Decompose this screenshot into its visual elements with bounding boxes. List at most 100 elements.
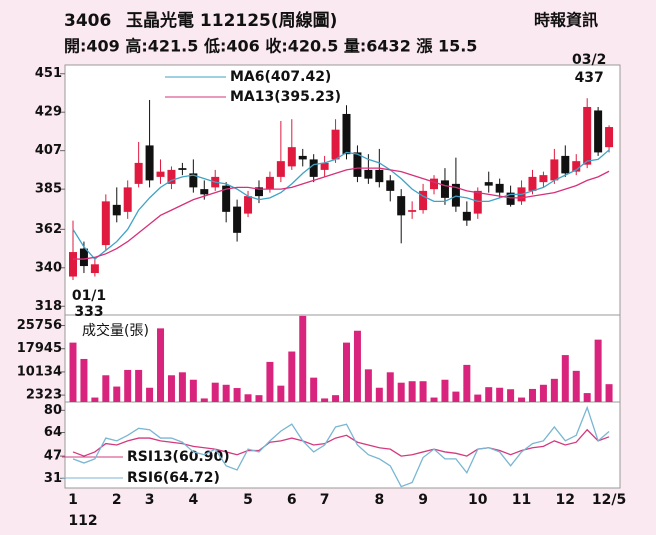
volume-bar (441, 379, 449, 402)
volume-bar (91, 397, 99, 402)
volume-bar (496, 387, 504, 402)
volume-bar (146, 387, 154, 402)
volume-bar (69, 342, 77, 402)
volume-bar (233, 388, 241, 402)
candle-body (528, 176, 537, 191)
stock-code: 3406 (64, 11, 111, 31)
x-tick-label: 3 (145, 492, 155, 508)
volume-bar (255, 395, 263, 402)
y-tick-label: 2323 (26, 388, 62, 403)
candle-body (462, 211, 471, 221)
y-tick-label: 25756 (17, 318, 62, 333)
x-tick-label: 12 (556, 492, 575, 508)
quote: 開:409 高:421.5 低:406 收:420.5 量:6432 漲 15.… (64, 37, 477, 56)
volume-bar (266, 361, 274, 402)
source: 時報資訊 (534, 11, 598, 30)
x-tick-label: 8 (374, 492, 384, 508)
x-tick-label: 6 (287, 492, 297, 508)
legend-label: MA13(395.23) (230, 89, 341, 105)
volume-bar (419, 381, 427, 402)
candle-body (473, 190, 482, 214)
candle-body (506, 192, 515, 205)
y-tick-label: 64 (44, 425, 62, 440)
stock-name: 玉晶光電 112125(周線圖) (126, 10, 337, 31)
volume-bar (583, 393, 591, 402)
candle-body (79, 248, 88, 267)
volume-bar (211, 382, 219, 402)
y-tick-label: 10134 (17, 364, 62, 379)
x-tick-label: 11 (512, 492, 531, 508)
volume-bar (550, 378, 558, 402)
candle-body (430, 178, 439, 190)
x-tick-label: 4 (188, 492, 198, 508)
volume-bar (299, 315, 307, 402)
volume-bar (539, 384, 547, 402)
y-tick-label: 318 (35, 299, 62, 314)
x-year-label: 112 (68, 513, 97, 529)
annotation-value: 333 (74, 304, 103, 320)
x-tick-label: 7 (320, 492, 330, 508)
volume-bar (364, 369, 372, 402)
volume-bar (178, 372, 186, 402)
candle-body (90, 264, 99, 274)
volume-bar (167, 375, 175, 402)
candle-body (167, 169, 176, 184)
volume-bar (485, 387, 493, 402)
candle-body (364, 169, 373, 179)
volume-bar (463, 364, 471, 402)
candle-body (561, 155, 570, 174)
volume-bar (332, 395, 340, 402)
candle-body (419, 190, 428, 211)
candle-body (189, 173, 198, 188)
y-tick-label: 31 (44, 471, 62, 486)
candle-body (69, 252, 77, 277)
candle-body (440, 180, 449, 198)
candle-body (539, 175, 548, 183)
volume-bar (113, 386, 121, 402)
candle-body (572, 161, 581, 172)
volume-bar (80, 358, 88, 402)
candle-body (583, 106, 592, 165)
volume-bar (430, 397, 438, 402)
candle-body (178, 168, 187, 170)
line-series (72, 149, 610, 260)
candle-body (594, 110, 603, 153)
volume-bar (452, 391, 460, 402)
y-tick-label: 407 (35, 143, 62, 158)
y-tick-label: 80 (44, 403, 62, 418)
candle-body (375, 169, 384, 183)
candle-body (222, 185, 231, 212)
y-tick-label: 451 (35, 66, 62, 81)
volume-bar (594, 339, 602, 402)
volume-bar (408, 381, 416, 402)
volume-bar (518, 397, 526, 402)
candle-body (200, 189, 209, 195)
line-series (73, 167, 610, 260)
y-tick-label: 17945 (17, 341, 62, 356)
candle-body (342, 113, 351, 155)
candle-body (233, 206, 242, 233)
volume-bar (397, 382, 405, 402)
volume-bar (310, 377, 318, 402)
volume-bar (157, 328, 165, 402)
candle-body (353, 152, 362, 177)
x-tick-label: 5 (243, 492, 253, 508)
volume-bar (343, 342, 350, 402)
volume-bar (222, 384, 230, 402)
panel-title: 成交量(張) (82, 322, 149, 339)
candle-body (550, 159, 559, 181)
volume-bar (321, 398, 329, 402)
candle-body (386, 180, 395, 191)
x-tick-label: 9 (418, 492, 428, 508)
candle-body (320, 162, 329, 170)
y-tick-label: 340 (35, 260, 62, 275)
volume-bar (561, 355, 569, 402)
volume-bar (375, 387, 383, 402)
y-tick-label: 385 (35, 182, 62, 197)
volume-bar (288, 351, 296, 402)
legend-label: RSI6(64.72) (127, 470, 220, 486)
y-tick-label: 47 (44, 449, 62, 464)
candle-body (397, 196, 406, 216)
volume-bar (386, 372, 394, 402)
legend-label: RSI13(60.90) (127, 449, 230, 465)
